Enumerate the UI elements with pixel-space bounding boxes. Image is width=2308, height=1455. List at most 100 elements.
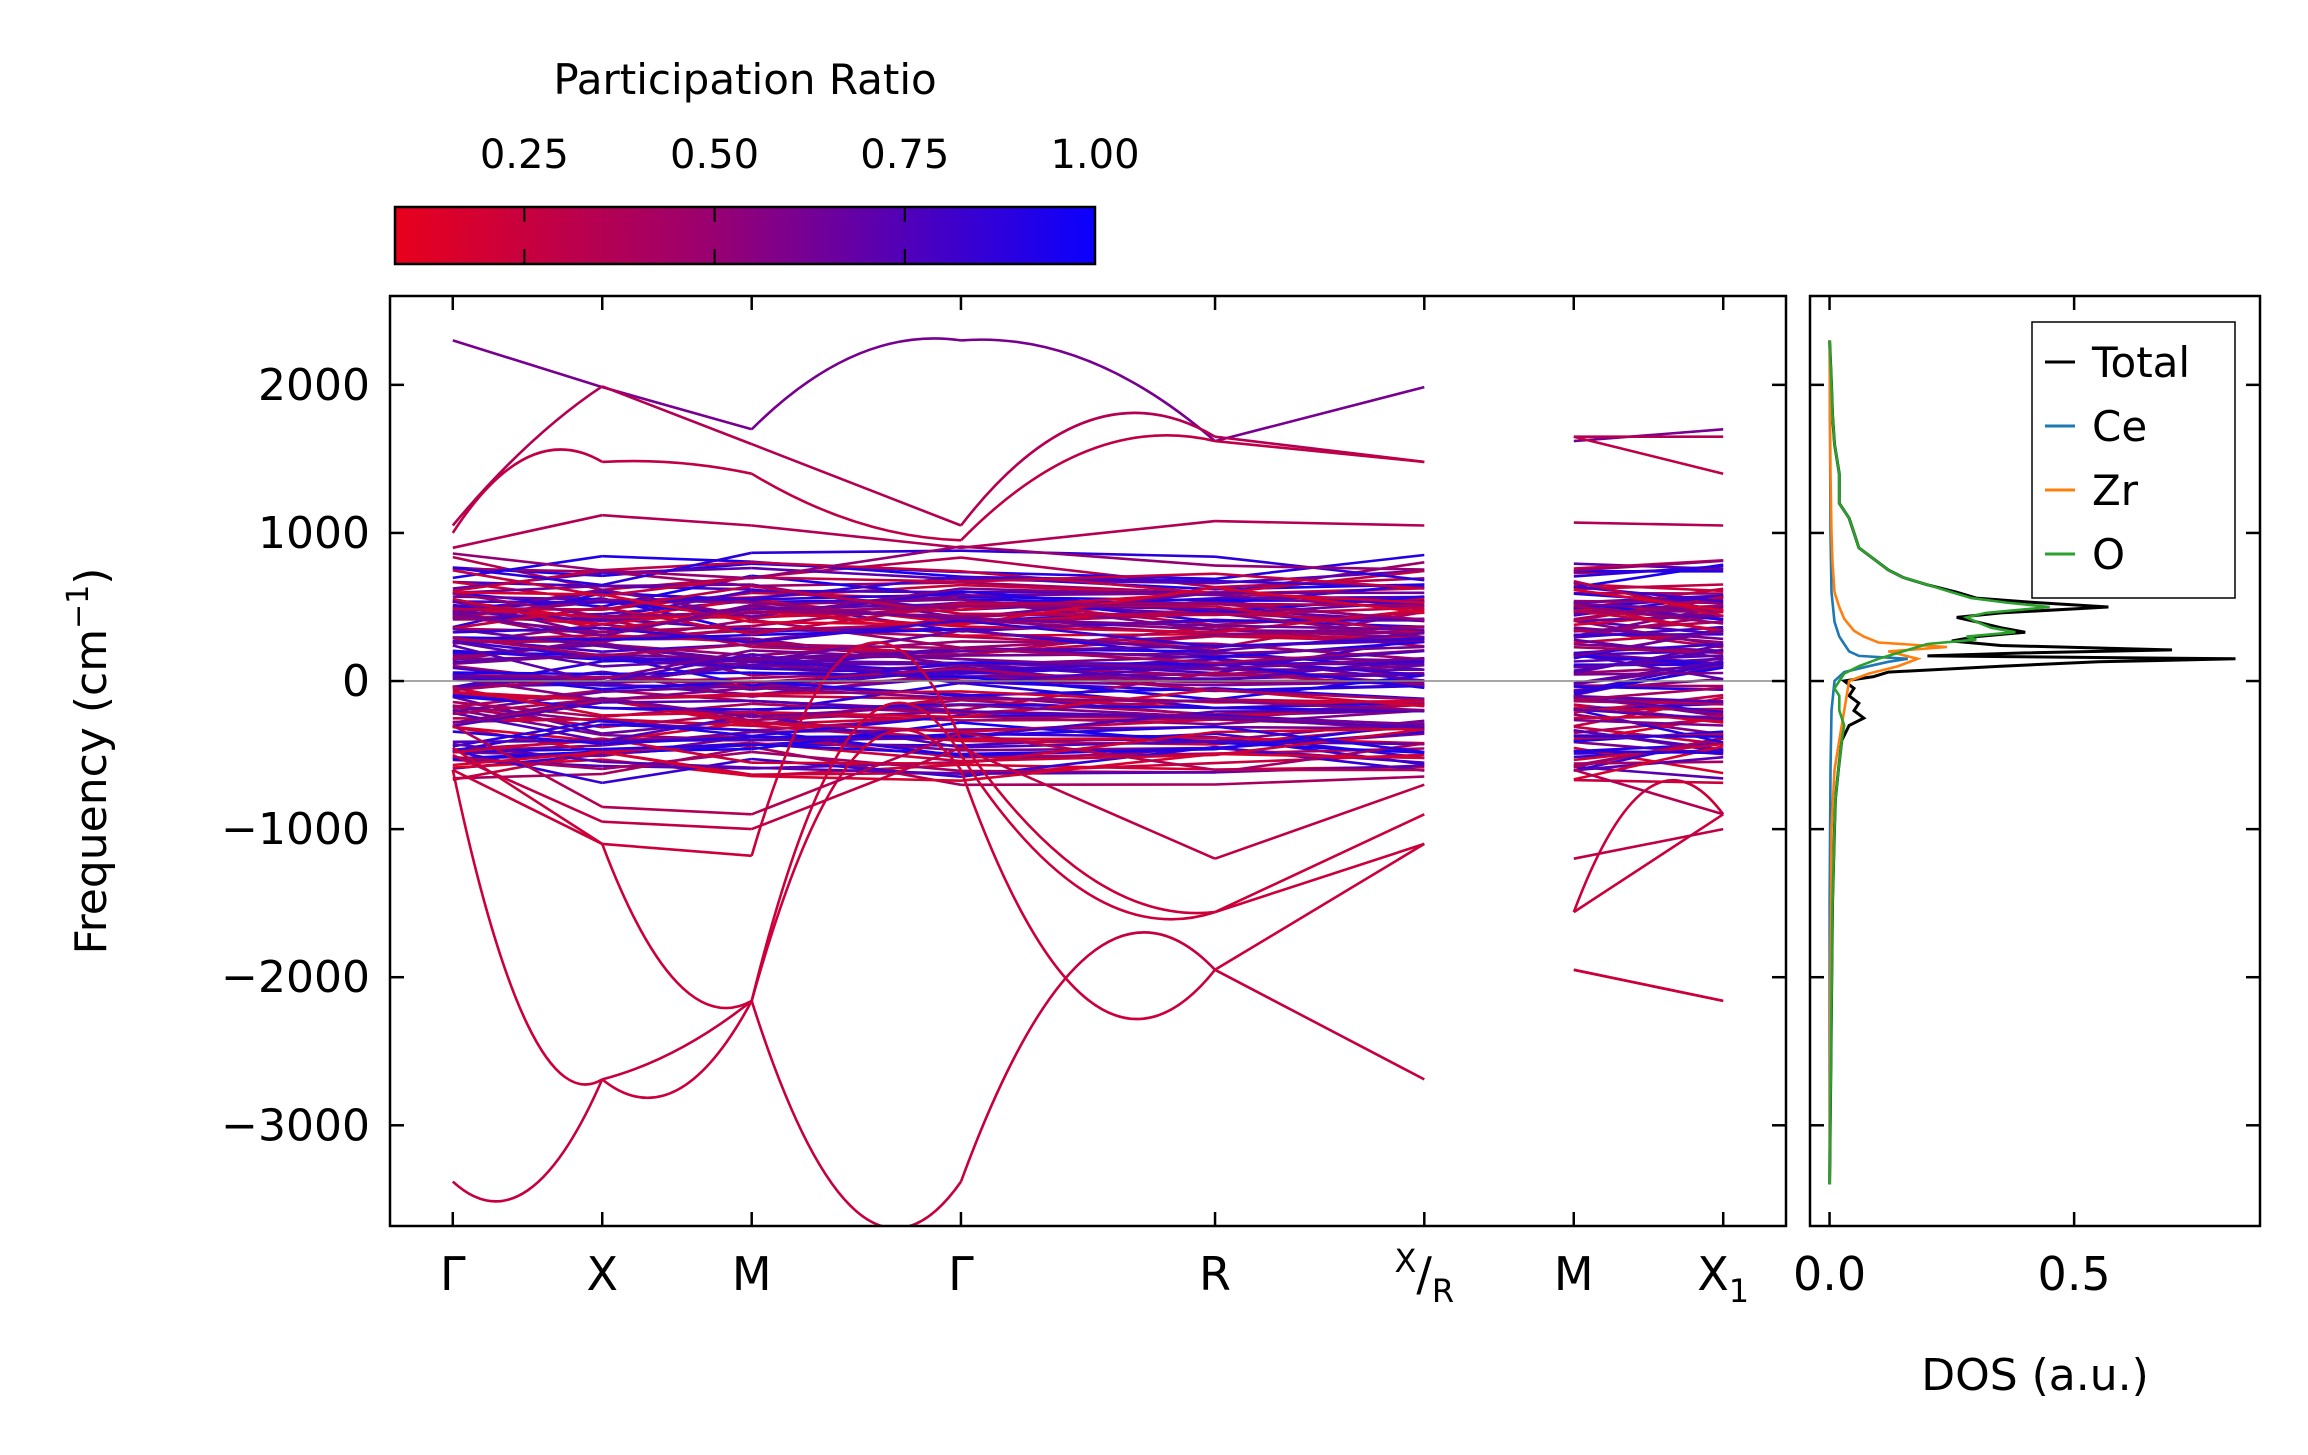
legend-label: O — [2092, 530, 2125, 579]
dense-band-line — [960, 612, 1216, 617]
dense-band-line — [960, 730, 1216, 765]
dense-band-line — [452, 591, 603, 596]
label-main: X — [586, 1247, 618, 1301]
lower-band-line — [1214, 813, 1425, 914]
dense-band-line — [751, 645, 962, 657]
dense-band-line — [960, 602, 1216, 608]
dense-band-line — [1573, 657, 1724, 669]
dense-band-line — [1214, 572, 1425, 590]
legend-items: Total Ce Zr O — [2045, 338, 2190, 579]
lower-band-line — [600, 843, 753, 1010]
dense-band-line — [751, 766, 962, 775]
dense-band-line — [751, 652, 962, 685]
dense-band-line — [452, 552, 603, 572]
dense-band-line — [1214, 602, 1425, 608]
band-y-axis: −3000 −2000 −1000 0 1000 2000 — [221, 360, 1786, 1151]
dense-band-line — [1573, 638, 1724, 659]
lower-band-line — [601, 1000, 753, 1100]
dense-band-line — [960, 570, 1216, 595]
band-lines — [451, 337, 1725, 1226]
upper-band-line — [750, 337, 962, 431]
dense-band-line — [452, 742, 603, 764]
dense-band-line — [751, 619, 962, 644]
dense-band-line — [960, 718, 1216, 734]
dense-band-line — [452, 696, 603, 725]
dense-band-line — [1573, 734, 1724, 738]
dense-band-line — [1573, 694, 1724, 704]
legend-label: Zr — [2092, 466, 2139, 515]
dense-band-line — [960, 663, 1216, 675]
upper-band-line — [452, 339, 603, 389]
lower-band-line — [602, 805, 752, 816]
upper-band-line — [1573, 521, 1724, 527]
dense-band-line — [602, 583, 752, 588]
colorbar-tick-label: 0.75 — [860, 132, 949, 178]
lower-band-line — [751, 731, 962, 816]
dense-band-line — [452, 626, 603, 634]
dense-band-line — [452, 554, 603, 580]
dos-lines — [1828, 340, 2236, 1185]
lower-band-line — [1214, 968, 1425, 1081]
dense-band-line — [1214, 649, 1425, 667]
dense-band-line — [1573, 729, 1724, 751]
label-sub: R — [1432, 1272, 1454, 1310]
lower-band-line — [452, 724, 603, 809]
dense-band-line — [602, 554, 752, 563]
lower-band-line — [1214, 842, 1425, 914]
dense-band-line — [1214, 631, 1425, 636]
upper-band-line — [751, 472, 962, 542]
dense-band-line — [1214, 715, 1425, 726]
dense-band-line — [1214, 608, 1425, 634]
dense-band-line — [1214, 586, 1425, 614]
colorbar-gradient — [393, 205, 1097, 266]
dense-band-line — [452, 739, 603, 744]
dense-band-line — [1573, 564, 1724, 578]
dense-band-line — [751, 710, 962, 719]
dense-band-line — [960, 688, 1216, 719]
dense-band-line — [602, 611, 752, 618]
upper-band-line — [601, 385, 753, 446]
dense-band-line — [960, 703, 1216, 710]
lower-band-line — [1572, 779, 1725, 913]
label-main: / — [1416, 1247, 1432, 1301]
lower-band-line — [451, 1078, 604, 1203]
lower-band-line — [452, 753, 603, 823]
dense-band-line — [1214, 602, 1425, 621]
dense-band-line — [601, 617, 752, 649]
high-symmetry-label: X1 — [1697, 1247, 1749, 1310]
dense-band-line — [960, 736, 1216, 741]
lower-band-line — [750, 1000, 963, 1226]
dos-series-zr — [1828, 340, 1948, 1185]
high-symmetry-label: M — [1554, 1247, 1594, 1301]
dense-band-line — [960, 740, 1216, 749]
lower-band-line — [959, 754, 1216, 921]
high-symmetry-label: Γ — [440, 1247, 466, 1301]
dense-band-line — [960, 587, 1216, 597]
dense-band-line — [751, 699, 962, 713]
dense-band-line — [1214, 689, 1425, 701]
lower-band-line — [1214, 842, 1425, 971]
upper-band-line — [751, 442, 962, 527]
high-symmetry-label: X/R — [1394, 1242, 1454, 1310]
dense-band-line — [960, 771, 1216, 775]
dense-band-line — [1573, 588, 1724, 612]
dense-band-line — [960, 739, 1216, 746]
dense-band-line — [751, 667, 962, 675]
upper-band-line — [960, 434, 1216, 542]
lower-band-line — [959, 769, 1217, 1021]
lower-band-line — [750, 728, 963, 1002]
dense-band-line — [1214, 564, 1425, 571]
dense-band-line — [602, 736, 752, 745]
dense-band-line — [1573, 718, 1724, 727]
lower-band-line — [959, 739, 1216, 915]
band-y-tick-label: 1000 — [258, 508, 370, 559]
upper-band-line — [452, 513, 603, 550]
upper-band-line — [1214, 439, 1425, 464]
upper-band-line — [602, 513, 752, 527]
dense-band-line — [1573, 559, 1724, 572]
dense-band-line — [751, 724, 962, 743]
lower-band-line — [451, 769, 603, 1086]
dense-band-line — [960, 593, 1216, 623]
dense-band-line — [601, 584, 752, 611]
dense-band-line — [1573, 629, 1724, 658]
